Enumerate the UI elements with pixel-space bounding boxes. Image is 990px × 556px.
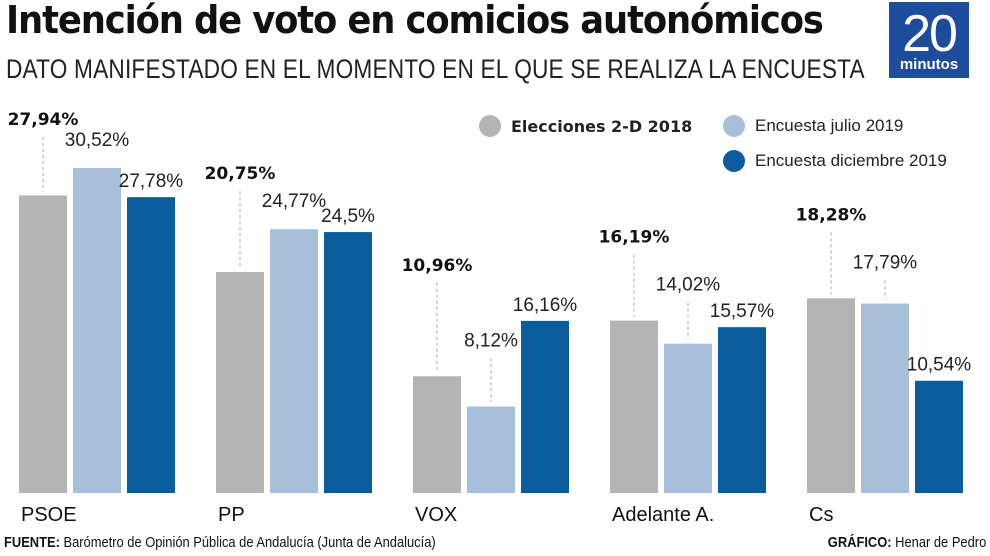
bar-cs-series-1: [861, 303, 909, 493]
value-label: 24,77%: [262, 191, 327, 212]
legend-swatch: [479, 115, 501, 137]
bar-cs-series-2: [915, 380, 963, 493]
category-label: PSOE: [21, 504, 77, 526]
value-label: 10,96%: [402, 256, 473, 276]
bar-cs-series-0: [807, 298, 855, 493]
legend-label: Encuesta diciembre 2019: [755, 151, 947, 170]
value-label: 15,57%: [710, 301, 775, 322]
chart-subtitle: DATO MANIFESTADO EN EL MOMENTO EN EL QUE…: [6, 54, 865, 84]
credit-label: GRÁFICO:: [827, 534, 892, 551]
legend-label: Elecciones 2-D 2018: [511, 116, 693, 136]
bar-vox-series-2: [521, 320, 569, 493]
bar-pp-series-2: [324, 232, 372, 493]
legend-swatch: [723, 150, 745, 172]
category-label: PP: [218, 504, 245, 526]
legend-item-diciembre: Encuesta diciembre 2019: [723, 150, 947, 172]
bar-vox-series-1: [467, 406, 515, 493]
bar-pp-series-1: [270, 229, 318, 493]
credit-note: GRÁFICO: Henar de Pedro: [828, 534, 986, 551]
value-label: 20,75%: [205, 164, 276, 184]
value-label: 14,02%: [656, 275, 721, 296]
credit-text: Henar de Pedro: [891, 534, 986, 551]
legend-label: Encuesta julio 2019: [755, 116, 904, 135]
value-label: 30,52%: [65, 130, 130, 151]
value-label: 8,12%: [464, 330, 518, 351]
value-label: 16,19%: [599, 228, 670, 248]
bar-psoe-series-0: [19, 195, 67, 493]
value-label: 10,54%: [907, 355, 972, 376]
value-label: 18,28%: [796, 205, 867, 225]
bar-adelante-a-series-0: [610, 320, 658, 493]
category-label: VOX: [415, 504, 457, 526]
legend-swatch: [723, 115, 745, 137]
bar-psoe-series-1: [73, 167, 121, 493]
value-label: 27,94%: [8, 110, 79, 130]
bar-adelante-a-series-1: [664, 343, 712, 493]
logo-word: minutos: [899, 56, 959, 73]
source-label: FUENTE:: [4, 534, 60, 551]
chart-title: Intención de voto en comicios autonómico…: [6, 0, 824, 42]
bar-adelante-a-series-2: [718, 327, 766, 493]
value-label: 16,16%: [513, 295, 578, 316]
value-label: 27,78%: [119, 171, 184, 192]
bar-vox-series-0: [413, 376, 461, 493]
brand-logo: 20 minutos: [889, 2, 969, 78]
source-note: FUENTE: Barómetro de Opinión Pública de …: [4, 534, 436, 551]
category-label: Cs: [809, 504, 833, 526]
legend-item-julio: Encuesta julio 2019: [723, 115, 903, 137]
bar-psoe-series-2: [127, 197, 175, 493]
bar-pp-series-0: [216, 272, 264, 493]
category-label: Adelante A.: [612, 504, 714, 526]
value-label: 17,79%: [853, 252, 918, 273]
legend-item-elecciones: Elecciones 2-D 2018: [479, 115, 692, 137]
source-text: Barómetro de Opinión Pública de Andalucí…: [59, 534, 436, 551]
logo-number: 20: [902, 5, 958, 63]
value-label: 24,5%: [321, 206, 375, 227]
